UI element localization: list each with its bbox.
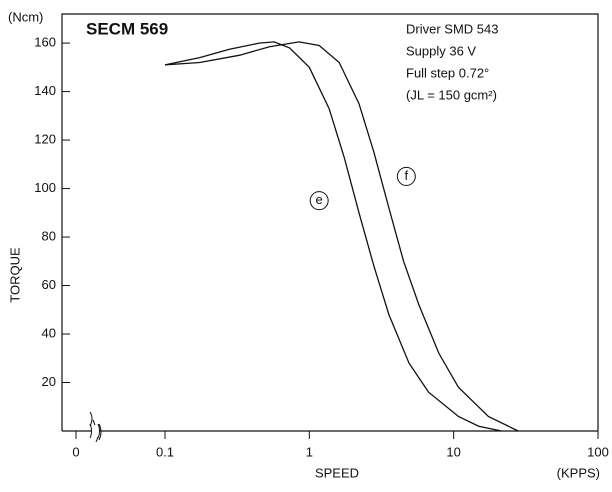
curve	[164, 41, 519, 432]
annotation-circle	[396, 166, 416, 186]
y-unit: (Ncm)	[8, 9, 43, 24]
x-tick-label: 0.1	[156, 444, 174, 459]
y-tick-label: 40	[42, 325, 56, 340]
x-label: SPEED	[315, 465, 359, 480]
y-tick-label: 120	[34, 132, 56, 147]
axis-break-gap	[91, 425, 99, 437]
note: (JL = 150 gcm²)	[406, 87, 497, 102]
x-tick-label: 1	[306, 444, 313, 459]
x-tick-label: 0	[72, 444, 79, 459]
axis-break	[89, 423, 100, 439]
y-tick-label: 80	[42, 228, 56, 243]
y-label: TORQUE	[7, 247, 22, 303]
annotation: f	[405, 168, 409, 183]
x-tick-label: 10	[446, 444, 460, 459]
y-tick-label: 140	[34, 83, 56, 98]
annotation-circle	[309, 191, 329, 211]
y-tick-label: 20	[42, 374, 56, 389]
y-tick-label: 60	[42, 277, 56, 292]
y-tick-label: 100	[34, 180, 56, 195]
note: Driver SMD 543	[406, 21, 498, 36]
y-tick-label: 160	[34, 35, 56, 50]
curve	[164, 41, 502, 432]
annotation: e	[316, 192, 323, 207]
frame	[61, 13, 599, 431]
x-tick-label: 100	[587, 444, 609, 459]
chart-title: SECM 569	[86, 19, 168, 38]
note: Supply 36 V	[406, 43, 476, 58]
x-unit: (KPPS)	[557, 465, 600, 480]
note: Full step 0.72°	[406, 65, 489, 80]
